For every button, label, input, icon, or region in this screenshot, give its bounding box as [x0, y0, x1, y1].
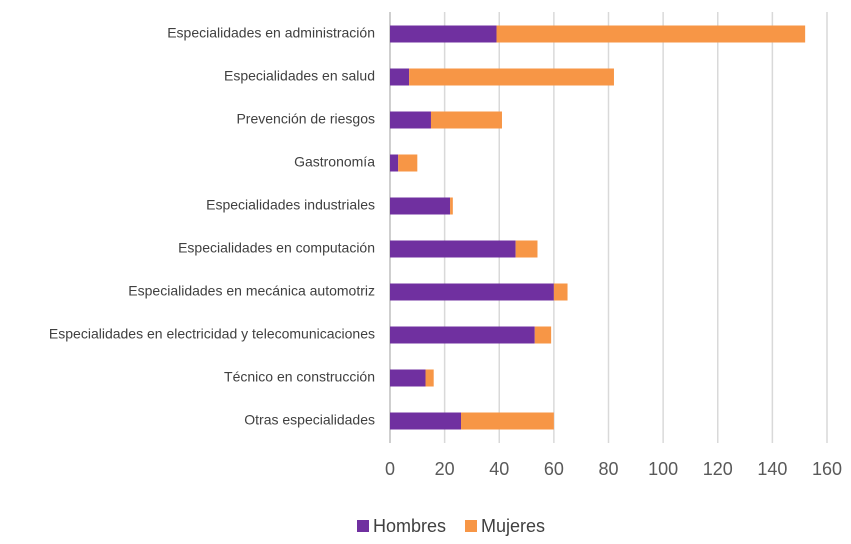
legend-swatch	[465, 520, 477, 532]
bar-segment	[390, 369, 426, 387]
bar-segment	[409, 68, 614, 86]
bar-segment	[390, 283, 554, 301]
bar-segment	[390, 326, 535, 344]
y-tick-label: Especialidades en computación	[178, 240, 375, 256]
x-tick-label: 100	[648, 459, 678, 479]
x-tick-label: 40	[489, 459, 509, 479]
legend-label: Mujeres	[481, 516, 545, 536]
bar-segment	[430, 111, 502, 129]
bar-segment	[390, 154, 399, 172]
y-tick-label: Técnico en construcción	[224, 369, 375, 385]
y-tick-label: Especialidades en salud	[224, 68, 375, 84]
bar-segment	[390, 197, 451, 215]
x-tick-label: 120	[703, 459, 733, 479]
x-tick-label: 80	[598, 459, 618, 479]
legend-swatch	[357, 520, 369, 532]
y-tick-label: Gastronomía	[294, 154, 375, 170]
bar-segment	[390, 412, 462, 430]
bar-segment	[553, 283, 568, 301]
y-tick-label: Prevención de riesgos	[236, 111, 375, 127]
y-tick-label: Especialidades industriales	[206, 197, 375, 213]
y-tick-label: Especialidades en administración	[167, 25, 375, 41]
bar-segment	[390, 25, 497, 43]
bar-segment	[450, 197, 453, 215]
bar-segment	[390, 111, 431, 129]
bar-segment	[390, 240, 516, 258]
bar-segment	[515, 240, 538, 258]
bar-segment	[398, 154, 418, 172]
bar-segment	[461, 412, 554, 430]
y-tick-label: Especialidades en electricidad y telecom…	[49, 326, 375, 342]
x-tick-label: 20	[435, 459, 455, 479]
bar-segment	[496, 25, 806, 43]
y-tick-label: Especialidades en mecánica automotriz	[128, 283, 375, 299]
bar-segment	[390, 68, 410, 86]
bar-segment	[425, 369, 434, 387]
x-tick-label: 160	[812, 459, 842, 479]
y-tick-label: Otras especialidades	[244, 412, 375, 428]
legend-label: Hombres	[373, 516, 446, 536]
bar-segment	[534, 326, 552, 344]
x-tick-label: 140	[757, 459, 787, 479]
x-tick-label: 0	[385, 459, 395, 479]
x-tick-label: 60	[544, 459, 564, 479]
